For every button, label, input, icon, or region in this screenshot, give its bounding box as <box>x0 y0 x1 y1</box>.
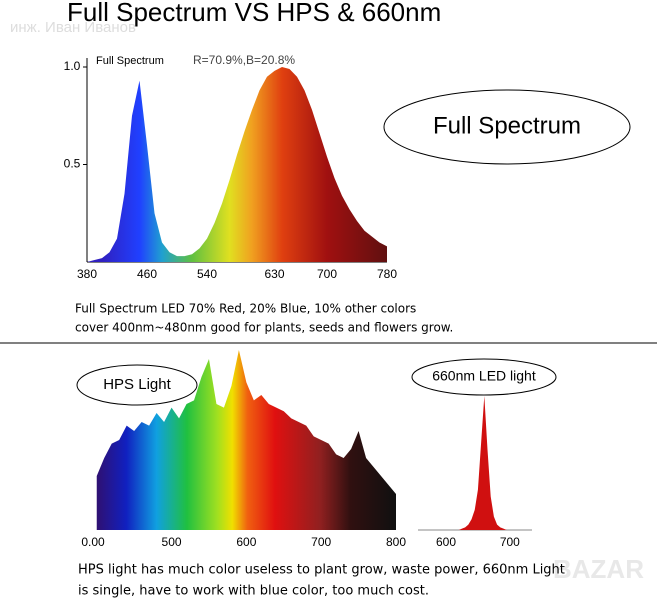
x-tick-label: 380 <box>77 267 97 281</box>
watermark: инж. Иван Иванов <box>10 19 136 36</box>
caption: Full Spectrum LED 70% Red, 20% Blue, 10%… <box>75 302 416 316</box>
x-tick-label: 600 <box>236 535 256 549</box>
x-tick-label: 500 <box>162 535 182 549</box>
page-title: Full Spectrum VS HPS & 660nm <box>67 0 441 27</box>
x-tick-label: 700 <box>317 267 337 281</box>
x-tick-label: 600 <box>436 535 456 549</box>
x-tick-label: 630 <box>264 267 284 281</box>
callout: Full Spectrum <box>433 112 581 139</box>
caption: is single, have to work with blue color,… <box>78 584 429 599</box>
callout-ellipse <box>383 89 631 165</box>
caption: HPS light has much color useless to plan… <box>78 563 565 578</box>
x-tick-label: 700 <box>311 535 331 549</box>
y-tick-label: 1.0 <box>64 59 81 73</box>
legend-label: Full Spectrum <box>96 55 164 67</box>
callout-ellipse <box>76 364 198 406</box>
callout: HPS Light <box>103 376 171 393</box>
x-tick-label: 700 <box>500 535 520 549</box>
x-tick-label: 780 <box>377 267 397 281</box>
spectrum-area <box>87 67 387 262</box>
x-tick-label: 460 <box>137 267 157 281</box>
caption: cover 400nm~480nm good for plants, seeds… <box>75 321 453 335</box>
annotation: R=70.9%,B=20.8% <box>193 53 295 67</box>
spectrum-area <box>96 350 397 530</box>
spectrum-area <box>458 396 510 530</box>
x-tick-label: 0.00 <box>81 535 105 549</box>
x-tick-label: 800 <box>386 535 406 549</box>
logo: BAZAR <box>553 554 644 584</box>
callout-ellipse <box>411 358 557 396</box>
y-tick-label: 0.5 <box>64 157 81 171</box>
x-tick-label: 540 <box>197 267 217 281</box>
callout: 660nm LED light <box>432 368 536 384</box>
